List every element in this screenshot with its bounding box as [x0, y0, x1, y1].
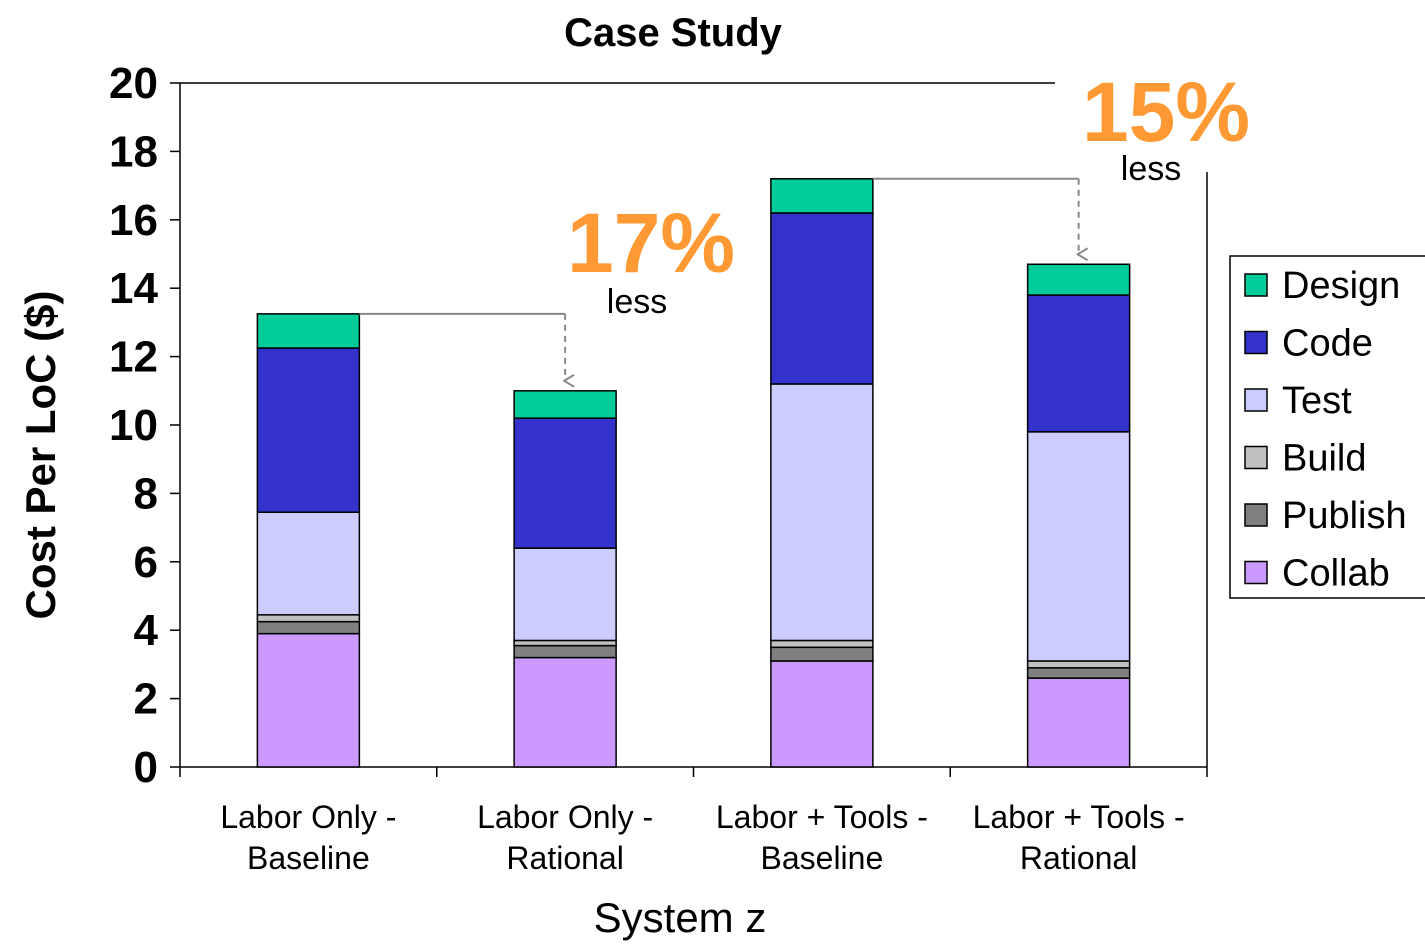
x-tick-label: Labor Only - Rational [477, 799, 653, 876]
x-tick-label-line: Rational [1020, 840, 1137, 876]
x-axis-title: System z [594, 894, 767, 941]
chart-title: Case Study [564, 11, 783, 55]
legend-box [1229, 255, 1425, 599]
y-tick-label: 0 [134, 743, 158, 792]
x-axis: Labor Only - Baseline Labor Only - Rational… [179, 766, 1208, 876]
bar-segment-collab [770, 660, 874, 768]
bar-stack [770, 178, 874, 768]
legend-swatch-design [1244, 273, 1268, 297]
reduction-label: less [1121, 150, 1181, 188]
bar-segment-build [770, 639, 874, 649]
legend-swatch-collab [1244, 560, 1268, 585]
legend-swatch-build [1244, 445, 1268, 470]
bar-segment-design [513, 390, 617, 419]
bar-segment-test [770, 383, 874, 642]
reduction-label: less [607, 283, 667, 321]
legend-label: Build [1282, 438, 1367, 480]
bar-segment-collab [1026, 677, 1131, 768]
bar-segment-test [256, 511, 361, 616]
bar-segment-design [256, 313, 361, 349]
x-tick-label-line: Rational [506, 840, 623, 876]
plot-frame [180, 82, 1208, 767]
y-tick-label: 8 [134, 469, 158, 518]
y-tick-label: 2 [134, 675, 158, 724]
x-tick-label-line: Labor Only - [477, 799, 653, 835]
y-tick-label: 12 [109, 333, 158, 382]
bar-segment-publish [256, 620, 361, 635]
legend-swatch-code [1244, 330, 1268, 355]
reduction-percent: 17% [567, 196, 735, 290]
x-tick-label-line: Labor + Tools - [716, 799, 928, 835]
bar-segment-design [1026, 263, 1131, 296]
x-tick-label-line: Labor Only - [220, 799, 396, 835]
x-tick-label: Labor + Tools - Rational [973, 799, 1185, 876]
legend-swatch-test [1244, 388, 1268, 412]
legend-label: Test [1282, 380, 1352, 422]
bar-segment-build [256, 614, 361, 623]
bar-segment-collab [256, 632, 361, 768]
legend-swatch-publish [1244, 503, 1268, 527]
bar-stack [1026, 263, 1131, 768]
y-tick-label: 16 [109, 196, 158, 245]
x-tick-label-line: Baseline [761, 840, 884, 876]
y-tick-label: 18 [109, 127, 158, 176]
x-tick-label-line: Labor + Tools - [973, 799, 1185, 835]
bar-segment-build [1026, 660, 1131, 669]
y-tick-label: 4 [134, 606, 159, 655]
bar-stack [256, 313, 361, 768]
y-axis-title: Cost Per LoC ($) [17, 290, 64, 619]
bar-segment-test [1026, 431, 1131, 662]
bars [256, 178, 1131, 768]
y-tick-label: 20 [109, 59, 158, 108]
y-tick-label: 10 [109, 401, 158, 450]
y-tick-label: 6 [134, 538, 158, 587]
y-tick-label: 14 [109, 264, 158, 313]
bar-segment-code [1026, 294, 1131, 433]
bar-segment-test [513, 547, 617, 642]
x-tick-label: Labor Only - Baseline [220, 799, 396, 876]
legend-label: Publish [1282, 495, 1407, 537]
bar-segment-publish [1026, 667, 1131, 679]
bar-stack [513, 390, 617, 768]
reduction-percent: 15% [1082, 65, 1250, 159]
bar-segment-design [770, 178, 874, 214]
legend: Design Code Test Build Publish Collab [1229, 255, 1425, 599]
x-tick-label: Labor + Tools - Baseline [716, 799, 928, 876]
bar-segment-code [256, 347, 361, 513]
x-tick-label-line: Baseline [247, 840, 370, 876]
bar-segment-code [513, 417, 617, 549]
bar-segment-publish [513, 644, 617, 659]
y-axis: 0 2 4 6 8 10 12 14 16 18 20 [109, 59, 181, 792]
bar-segment-collab [513, 656, 617, 768]
legend-label: Design [1282, 265, 1400, 307]
bar-segment-build [513, 639, 617, 647]
bar-segment-publish [770, 646, 874, 662]
bar-segment-code [770, 212, 874, 385]
legend-label: Collab [1282, 553, 1390, 595]
legend-label: Code [1282, 323, 1373, 365]
